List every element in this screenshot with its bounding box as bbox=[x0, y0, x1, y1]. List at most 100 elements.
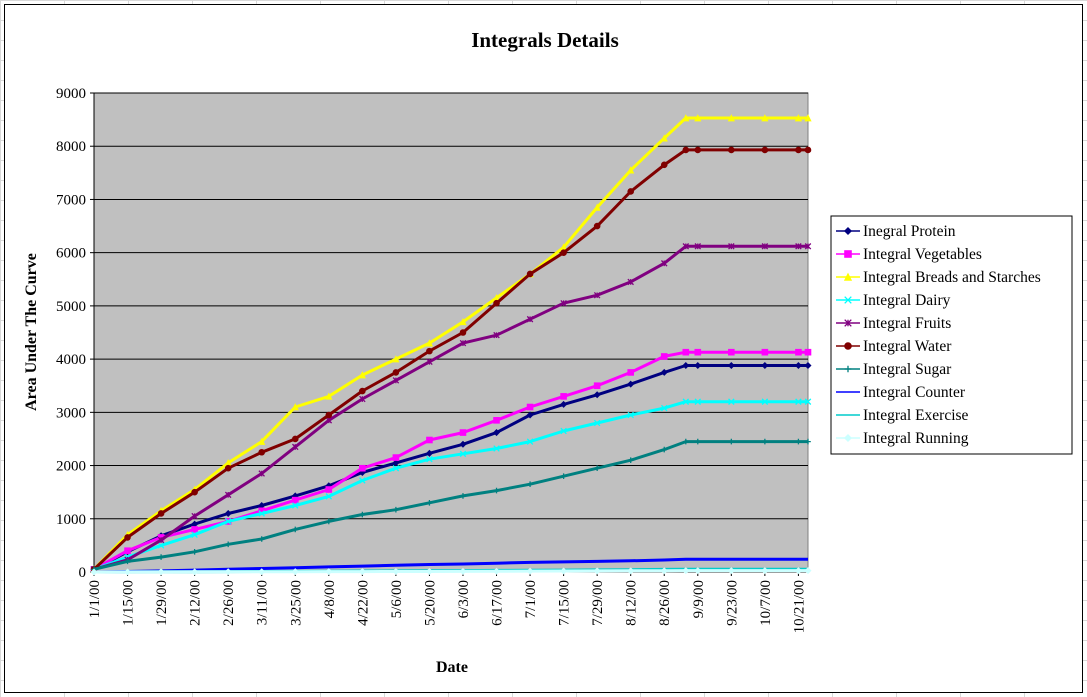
legend-label-integral-counter: Integral Counter bbox=[863, 384, 966, 401]
y-axis-title: Area Under The Curve bbox=[23, 253, 40, 411]
data-point-integral-fruits bbox=[761, 243, 769, 250]
data-point-integral-breads-and-starches bbox=[682, 114, 690, 122]
data-point-inegral-protein bbox=[425, 449, 433, 457]
x-axis-title: Date bbox=[436, 659, 468, 676]
data-point-integral-breads-and-starches bbox=[761, 114, 769, 122]
data-point-integral-vegetables bbox=[593, 382, 601, 390]
x-tick-label: 2/26/00 bbox=[221, 580, 237, 626]
data-point-integral-sugar bbox=[158, 554, 164, 560]
data-point-inegral-protein bbox=[593, 391, 601, 399]
data-point-integral-running bbox=[593, 567, 601, 575]
data-point-inegral-protein bbox=[727, 361, 735, 370]
x-tick-label: 2/12/00 bbox=[188, 580, 204, 626]
data-point-integral-running bbox=[90, 568, 98, 576]
data-point-integral-vegetables bbox=[804, 348, 812, 356]
data-point-integral-dairy bbox=[224, 518, 232, 525]
y-tick-label: 8000 bbox=[56, 139, 86, 155]
data-point-integral-water bbox=[157, 510, 165, 517]
data-point-inegral-protein bbox=[526, 411, 534, 419]
data-point-integral-fruits bbox=[459, 339, 467, 347]
data-point-integral-sugar bbox=[359, 511, 366, 518]
data-point-inegral-protein bbox=[794, 361, 802, 370]
data-point-integral-sugar bbox=[460, 493, 466, 499]
data-point-integral-sugar bbox=[728, 438, 735, 445]
data-point-integral-sugar bbox=[258, 536, 265, 542]
data-point-integral-dairy bbox=[191, 531, 198, 539]
data-point-integral-water bbox=[191, 488, 198, 496]
data-point-integral-fruits bbox=[593, 291, 601, 299]
data-point-integral-sugar bbox=[393, 506, 399, 513]
data-point-integral-vegetables bbox=[325, 486, 333, 493]
data-point-integral-vegetables bbox=[124, 547, 131, 555]
plot-area: 0 1000 2000 3000 4000 5000 6000 7000 8000 9000 1/1… bbox=[56, 86, 812, 633]
series-line-integral-dairy bbox=[93, 400, 808, 571]
legend-marker-integral-vegetables bbox=[844, 250, 852, 258]
data-point-integral-water bbox=[694, 146, 702, 154]
legend-marker-integral-water bbox=[844, 342, 852, 350]
data-point-integral-fruits bbox=[191, 512, 198, 520]
data-point-integral-water bbox=[728, 146, 735, 154]
data-point-integral-running bbox=[682, 567, 690, 575]
data-point-integral-fruits bbox=[224, 491, 232, 499]
series-line-integral-counter bbox=[93, 557, 808, 574]
data-point-integral-fruits bbox=[795, 243, 802, 250]
data-point-integral-sugar bbox=[292, 526, 299, 533]
data-point-integral-dairy bbox=[627, 411, 634, 419]
data-point-inegral-protein bbox=[761, 361, 769, 370]
data-point-integral-dairy bbox=[682, 398, 690, 405]
legend-box bbox=[830, 215, 1073, 455]
data-point-integral-fruits bbox=[728, 243, 735, 250]
data-point-integral-dairy bbox=[804, 398, 812, 405]
data-point-integral-fruits bbox=[426, 358, 433, 366]
data-point-integral-vegetables bbox=[560, 393, 567, 400]
data-point-inegral-protein bbox=[682, 361, 690, 370]
data-point-integral-dairy bbox=[660, 404, 668, 412]
x-tick-label: 7/15/00 bbox=[557, 580, 573, 626]
data-point-integral-fruits bbox=[627, 278, 634, 286]
data-point-integral-running bbox=[526, 567, 534, 575]
data-point-inegral-protein bbox=[459, 440, 467, 448]
y-tick-label: 9000 bbox=[56, 86, 86, 102]
data-point-integral-breads-and-starches bbox=[593, 203, 601, 211]
data-point-integral-sugar bbox=[683, 438, 689, 445]
series-line-integral-sugar bbox=[93, 440, 808, 571]
data-point-integral-breads-and-starches bbox=[459, 317, 467, 326]
data-point-inegral-protein bbox=[560, 400, 568, 408]
data-point-integral-water bbox=[359, 387, 366, 395]
data-point-integral-sugar bbox=[326, 518, 332, 525]
x-tick-label: 7/29/00 bbox=[590, 580, 606, 626]
legend-label-integral-vegetables: Integral Vegetables bbox=[863, 246, 982, 263]
chart-title: Integrals Details bbox=[471, 28, 619, 52]
data-point-integral-fruits bbox=[804, 243, 812, 250]
data-point-integral-sugar bbox=[594, 465, 600, 472]
data-point-integral-sugar bbox=[762, 438, 768, 445]
legend-label-inegral-protein: Inegral Protein bbox=[863, 223, 956, 240]
legend-marker-inegral-protein bbox=[843, 226, 853, 236]
x-tick-label: 9/9/00 bbox=[691, 580, 707, 618]
legend-label-integral-water: Integral Water bbox=[863, 338, 952, 355]
data-point-integral-water bbox=[560, 249, 567, 256]
data-point-integral-sugar bbox=[694, 438, 701, 445]
data-point-inegral-protein bbox=[358, 468, 366, 476]
data-point-integral-vegetables bbox=[459, 429, 467, 436]
data-point-integral-running bbox=[761, 567, 769, 575]
data-point-integral-water bbox=[426, 347, 433, 355]
legend-marker-integral-running bbox=[843, 433, 853, 443]
data-point-integral-running bbox=[727, 567, 735, 575]
x-tick-label: 4/8/00 bbox=[322, 580, 338, 618]
data-point-integral-dairy bbox=[292, 502, 299, 509]
legend-label-integral-sugar: Integral Sugar bbox=[863, 361, 952, 378]
data-point-integral-water bbox=[627, 188, 634, 195]
data-point-integral-vegetables bbox=[682, 348, 690, 356]
data-point-integral-breads-and-starches bbox=[258, 437, 266, 445]
data-point-integral-running bbox=[392, 568, 400, 576]
data-point-inegral-protein bbox=[804, 361, 812, 370]
data-point-integral-water bbox=[795, 146, 802, 154]
data-point-inegral-protein bbox=[627, 380, 635, 388]
data-point-integral-water bbox=[526, 270, 534, 278]
legend: Inegral Protein Integral Vegetables Integr… bbox=[830, 215, 1073, 455]
data-point-integral-dairy bbox=[258, 510, 265, 517]
data-point-integral-fruits bbox=[660, 260, 668, 267]
data-point-integral-water bbox=[325, 411, 333, 419]
